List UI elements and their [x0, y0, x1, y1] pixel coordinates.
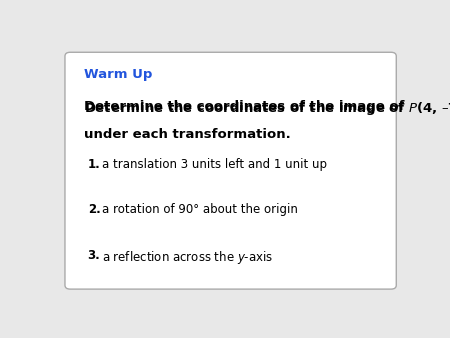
Text: Warm Up: Warm Up: [84, 68, 153, 81]
Text: a rotation of 90° about the origin: a rotation of 90° about the origin: [102, 203, 298, 216]
Text: Determine the coordinates of the image of $P$(4, –7): Determine the coordinates of the image o…: [84, 100, 450, 117]
Text: 1.: 1.: [88, 158, 100, 171]
Text: under each transformation.: under each transformation.: [84, 128, 291, 141]
Text: a reflection across the $y$-axis: a reflection across the $y$-axis: [102, 249, 274, 266]
Text: a translation 3 units left and 1 unit up: a translation 3 units left and 1 unit up: [102, 158, 327, 171]
Text: Determine the coordinates of the image of: Determine the coordinates of the image o…: [84, 100, 410, 114]
Text: 2.: 2.: [88, 203, 100, 216]
Text: 3.: 3.: [88, 249, 100, 262]
FancyBboxPatch shape: [65, 52, 396, 289]
